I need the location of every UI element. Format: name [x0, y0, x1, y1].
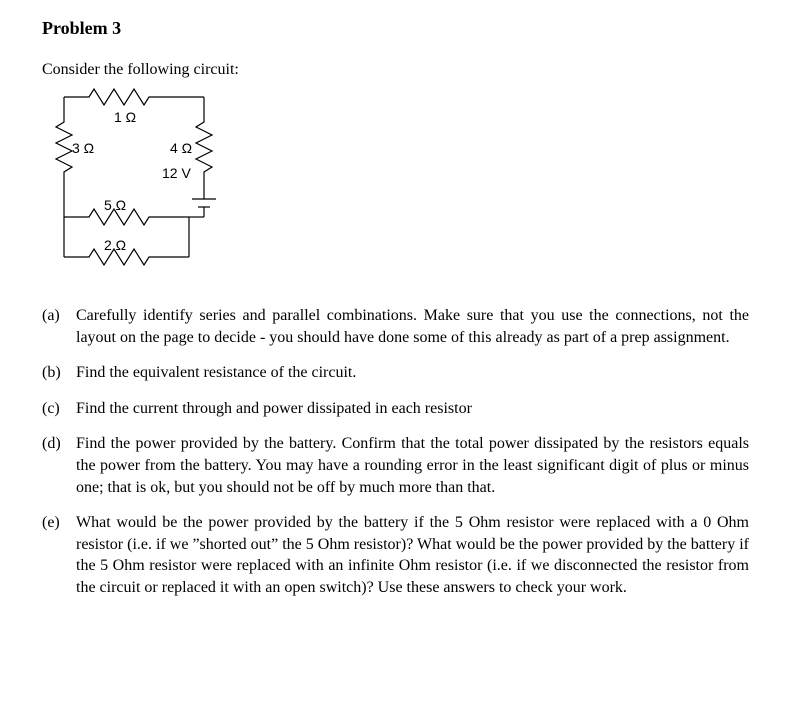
- item-marker: (b): [42, 362, 76, 384]
- item-body: Find the power provided by the battery. …: [76, 433, 749, 498]
- item-body: Find the current through and power dissi…: [76, 398, 749, 420]
- problem-title: Problem 3: [42, 18, 749, 39]
- label-r1: 1 Ω: [114, 109, 136, 125]
- list-item: (c) Find the current through and power d…: [42, 398, 749, 420]
- item-body: Carefully identify series and parallel c…: [76, 305, 749, 348]
- list-item: (a) Carefully identify series and parall…: [42, 305, 749, 348]
- label-r3: 3 Ω: [72, 140, 94, 156]
- item-marker: (e): [42, 512, 76, 598]
- list-item: (e) What would be the power provided by …: [42, 512, 749, 598]
- problem-page: Problem 3 Consider the following circuit…: [0, 0, 791, 633]
- label-r4: 4 Ω: [170, 140, 192, 156]
- item-body: What would be the power provided by the …: [76, 512, 749, 598]
- question-list: (a) Carefully identify series and parall…: [42, 305, 749, 599]
- list-item: (b) Find the equivalent resistance of th…: [42, 362, 749, 384]
- intro-text: Consider the following circuit:: [42, 61, 749, 79]
- label-r2: 2 Ω: [104, 237, 126, 253]
- item-body: Find the equivalent resistance of the ci…: [76, 362, 749, 384]
- item-marker: (a): [42, 305, 76, 348]
- item-marker: (c): [42, 398, 76, 420]
- item-marker: (d): [42, 433, 76, 498]
- label-v: 12 V: [162, 165, 191, 181]
- label-r5: 5 Ω: [104, 197, 126, 213]
- circuit-diagram: 1 Ω 3 Ω 4 Ω 12 V 5 Ω 2 Ω: [34, 87, 234, 287]
- list-item: (d) Find the power provided by the batte…: [42, 433, 749, 498]
